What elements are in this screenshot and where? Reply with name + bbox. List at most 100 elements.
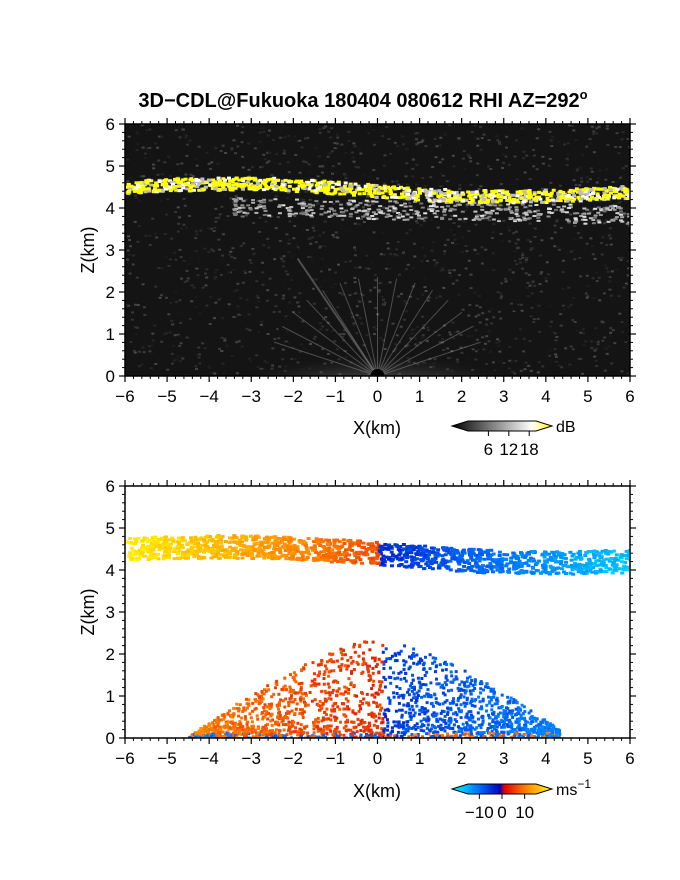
noise-pixel [230,147,234,150]
noise-pixel [159,199,163,202]
upper-layer-pixel [146,558,151,561]
noise-pixel [265,161,269,164]
noise-pixel [291,211,295,214]
sub-cloud-pixel [299,212,304,215]
upper-layer-pixel [332,538,337,542]
sub-cloud-pixel [305,209,310,212]
noise-pixel [195,164,199,167]
upper-layer-pixel [578,569,583,573]
noise-pixel [559,324,563,327]
sub-cloud-pixel [409,209,414,211]
noise-pixel [219,273,223,276]
noise-pixel [416,221,419,224]
noise-pixel [513,155,517,158]
upper-layer-pixel [162,538,167,542]
upper-layer-pixel [606,552,611,556]
noise-pixel [539,272,543,275]
upper-layer-pixel [319,550,324,554]
upper-layer-pixel [157,545,162,549]
sub-cloud-pixel [583,222,588,225]
noise-pixel [618,189,622,192]
cloud-base-pixel [500,189,505,193]
noise-pixel [553,348,557,351]
noise-pixel [614,145,617,148]
upper-layer-pixel [450,555,455,558]
upper-layer-pixel [507,567,512,571]
upper-layer-pixel [289,539,294,543]
sub-cloud-pixel [388,200,393,203]
noise-pixel [595,132,599,135]
noise-pixel [538,330,542,333]
noise-pixel [323,220,327,223]
cloud-base-pixel [208,183,213,187]
noise-pixel [192,286,196,289]
noise-pixel [165,213,168,216]
upper-layer-pixel [398,550,403,554]
upper-layer-pixel [578,565,582,569]
noise-pixel [177,311,181,314]
noise-pixel [133,350,136,352]
upper-layer-pixel [291,537,296,541]
noise-pixel [551,330,555,333]
noise-pixel [477,313,481,316]
upper-layer-pixel [186,542,190,546]
noise-pixel [469,157,473,159]
sub-cloud-pixel [262,214,267,216]
noise-pixel [502,219,506,222]
upper-layer-pixel [298,540,303,544]
upper-layer-pixel [157,548,162,552]
noise-pixel [282,294,286,297]
upper-layer-pixel [374,540,379,544]
noise-pixel [526,295,530,298]
cloud-base-pixel [612,190,617,193]
lower-layer-pixel [364,662,368,666]
upper-layer-pixel [626,568,630,572]
noise-pixel [318,206,322,209]
cloud-base-pixel [169,187,174,191]
noise-pixel [408,228,412,231]
noise-pixel [628,146,630,149]
sub-cloud-pixel [613,205,618,208]
noise-pixel [439,269,443,272]
upper-layer-pixel [607,559,612,563]
noise-pixel [431,212,434,215]
sub-cloud-pixel [329,214,334,217]
sub-cloud-pixel [573,212,577,215]
cloud-base-pixel [482,189,487,193]
noise-pixel [609,327,613,330]
cloud-base-pixel [612,196,617,200]
noise-pixel [606,143,610,146]
noise-pixel [245,298,249,301]
cloud-base-pixel [458,193,463,197]
noise-pixel [451,154,455,157]
noise-pixel [241,126,245,128]
upper-layer-pixel [624,549,629,553]
upper-layer-pixel [430,561,435,565]
noise-pixel [618,201,622,204]
upper-layer-pixel [592,556,597,560]
noise-pixel [621,131,625,134]
noise-pixel [321,171,324,174]
noise-pixel [158,135,161,138]
upper-layer-pixel [284,557,289,561]
noise-pixel [481,312,485,315]
upper-layer-pixel [467,565,472,569]
noise-pixel [150,351,154,354]
cloud-base-pixel [143,190,148,194]
noise-pixel [468,303,472,306]
cloud-base-pixel [163,181,168,184]
upper-layer-pixel [262,545,267,549]
sub-cloud-pixel [328,201,333,203]
noise-pixel [414,132,418,135]
upper-layer-pixel [355,539,360,543]
lower-layer-pixel [287,720,291,724]
noise-pixel [567,221,571,224]
noise-pixel [251,148,255,151]
upper-layer-pixel [314,551,319,554]
lower-layer-pixel [287,704,291,707]
upper-layer-pixel [389,550,394,554]
upper-layer-pixel [514,571,519,575]
upper-layer-pixel [621,554,626,558]
noise-pixel [507,163,511,166]
